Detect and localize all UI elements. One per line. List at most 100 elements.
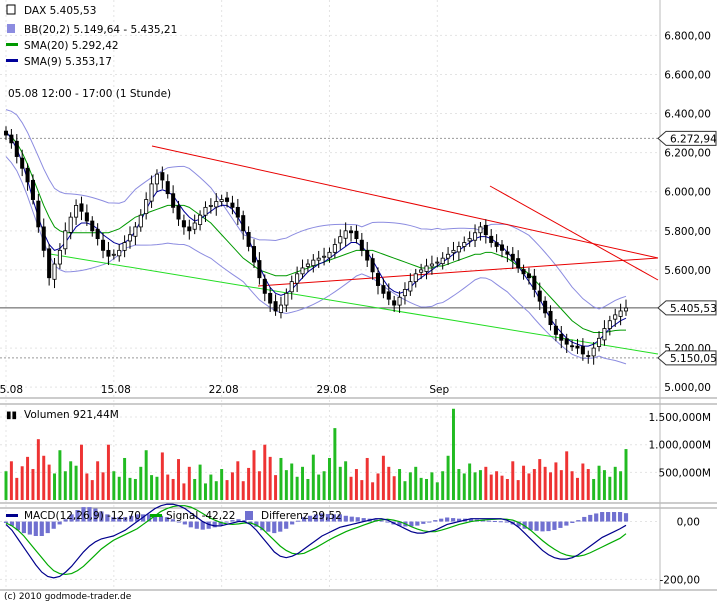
volume-bar <box>592 478 596 500</box>
volume-bar <box>381 455 385 500</box>
macd-diff-bar <box>379 520 384 522</box>
candle-body <box>591 347 596 357</box>
volume-bar <box>414 466 418 500</box>
macd-diff-bar <box>87 507 92 522</box>
sma9-legend-swatch <box>6 59 18 62</box>
date-tick-label: 22.08 <box>209 384 239 396</box>
volume-bar <box>20 466 24 500</box>
macd-diff-bar <box>480 520 486 522</box>
candle-body <box>365 249 370 261</box>
volume-bar <box>252 450 256 500</box>
dax-legend-swatch <box>6 4 16 15</box>
volume-bar <box>290 463 294 500</box>
volume-bar <box>446 455 450 500</box>
macd-diff-bar <box>212 521 217 528</box>
candle-body <box>623 307 629 312</box>
candle-body <box>241 215 246 232</box>
candle-body <box>402 289 407 297</box>
volume-bar <box>527 473 531 500</box>
candle-body <box>537 290 542 302</box>
macd-diff-bar <box>409 521 414 527</box>
macd-diff-bar <box>254 521 259 527</box>
candle-body <box>14 140 19 157</box>
price-tick-label: 6.000,00 <box>664 187 711 199</box>
candle-body <box>424 265 429 272</box>
volume-bar <box>58 450 62 500</box>
trendline-support <box>257 257 659 287</box>
macd-diff-bar <box>540 521 545 532</box>
volume-bar <box>139 466 143 500</box>
candle-body <box>127 234 133 242</box>
volume-bar <box>123 457 127 500</box>
macd-legend-swatch <box>6 514 18 517</box>
macd-diff-bar <box>498 521 503 523</box>
macd-diff-bar <box>552 521 557 530</box>
macd-diff-bar <box>546 521 551 532</box>
candle-body <box>295 273 300 284</box>
volume-bar <box>387 466 391 500</box>
volume-bar <box>338 466 342 500</box>
macd-diff-bar <box>3 521 9 523</box>
candle-body <box>354 230 359 240</box>
legend-bb: BB(20,2) 5.149,64 - 5.435,21 <box>24 24 177 36</box>
bb-upper-band <box>5 109 627 310</box>
candle-body <box>192 222 197 230</box>
volume-bar <box>543 466 547 500</box>
candle-body <box>553 325 558 335</box>
candle-body <box>580 346 585 355</box>
candle-body <box>198 214 203 225</box>
candle-body <box>570 345 575 348</box>
macd-diff-bar <box>439 518 444 522</box>
volume-bar <box>478 470 482 500</box>
volume-bar <box>586 469 590 500</box>
macd-diff-bar <box>57 521 62 525</box>
macd-diff-bar <box>415 521 420 526</box>
volume-bar <box>549 472 553 500</box>
macd-diff-bar <box>451 518 456 522</box>
candle-body <box>375 273 381 286</box>
volume-bar <box>441 471 445 500</box>
candle-body <box>559 334 564 341</box>
bb-lower-band <box>5 156 627 365</box>
volume-bar <box>495 471 499 500</box>
volume-bar <box>333 428 337 500</box>
macd-diff-bar <box>182 521 187 525</box>
volume-bar <box>9 461 13 500</box>
volume-bar <box>624 449 628 500</box>
price-tick-label: 5.800,00 <box>664 226 711 238</box>
macd-diff-bar <box>51 521 56 529</box>
volume-bar <box>327 457 331 500</box>
macd-diff-bar <box>427 521 432 523</box>
volume-bar <box>155 476 159 500</box>
signal-legend-swatch <box>150 514 162 517</box>
volume-bar <box>112 471 116 500</box>
price-tick-label: 6.400,00 <box>664 109 711 121</box>
macd-diff-bar <box>39 521 44 536</box>
macd-diff-bar <box>129 515 134 522</box>
candle-body <box>473 232 478 241</box>
macd-diff-bar <box>218 521 223 526</box>
legend-dax: DAX 5.405,53 <box>24 5 96 17</box>
macd-diff-bar <box>63 519 68 522</box>
macd-tick-label: -200,00 <box>659 574 700 586</box>
macd-diff-bar <box>236 519 241 522</box>
volume-bar <box>187 466 191 500</box>
price-tick-label: 6.200,00 <box>664 148 711 160</box>
trendline-fall <box>489 185 659 281</box>
macd-diff-bar <box>188 521 193 528</box>
macd-diff-bar <box>33 521 38 536</box>
candle-body <box>41 226 46 251</box>
price-marker-label: 6.272,94 <box>670 133 717 145</box>
macd-diff-bar <box>582 516 587 522</box>
price-marker-box <box>657 300 717 316</box>
volume-bar <box>53 473 57 500</box>
macd-diff-bar <box>307 515 313 522</box>
candle-body <box>586 355 591 357</box>
candle-body <box>181 220 186 228</box>
volume-bar <box>435 482 439 500</box>
macd-diff-bar <box>606 512 611 522</box>
volume-bar <box>532 469 536 500</box>
volume-tick-label: 1.000,000M <box>649 440 712 452</box>
candle-body <box>273 301 278 312</box>
